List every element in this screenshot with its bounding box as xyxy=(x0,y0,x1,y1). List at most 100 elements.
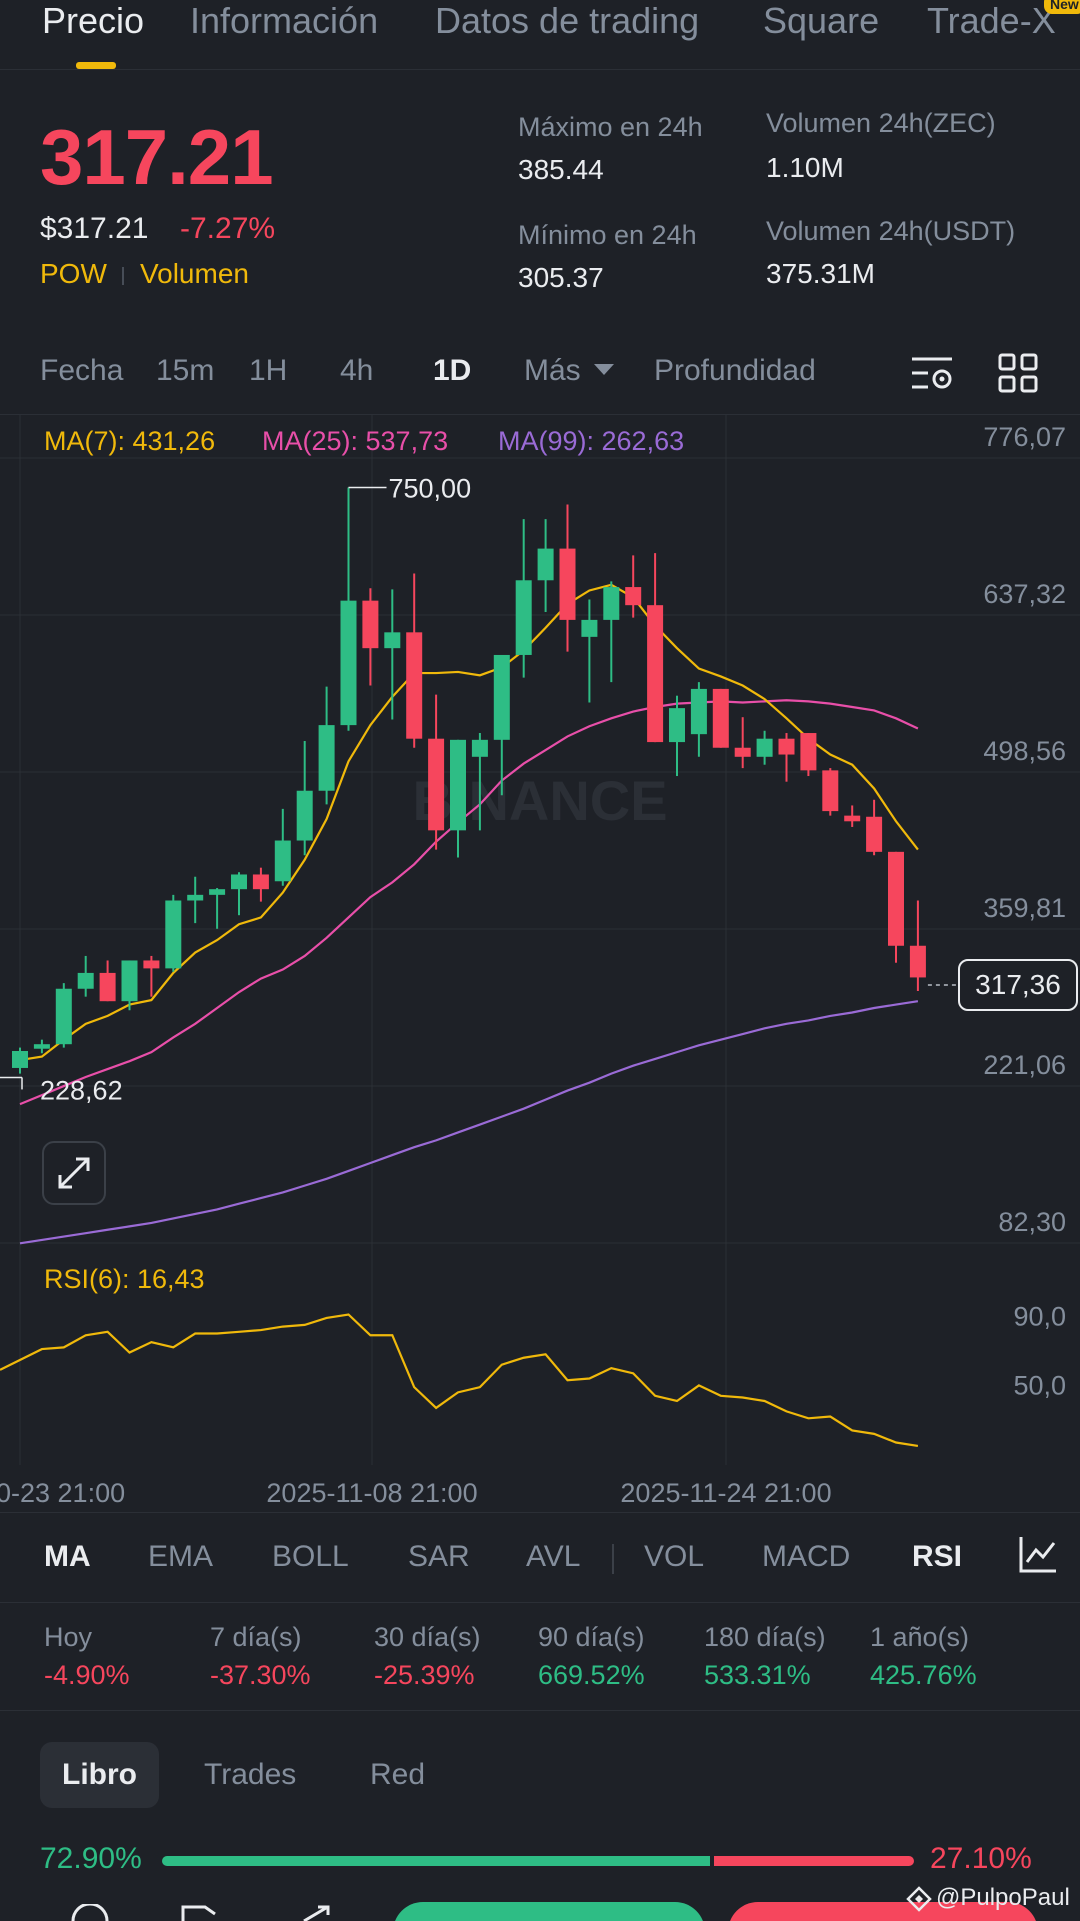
indicator-settings-icon[interactable] xyxy=(1018,1534,1058,1574)
indicator-ma[interactable]: MA xyxy=(44,1540,91,1573)
vol-quote-label: Volumen 24h(USDT) xyxy=(766,216,1016,246)
candle-body xyxy=(603,587,620,620)
candle-body xyxy=(428,738,445,831)
tab-red[interactable]: Red xyxy=(370,1758,426,1791)
candle-body xyxy=(252,874,269,890)
min-price-marker: 228,62 xyxy=(40,1075,123,1105)
ma25-line xyxy=(19,699,919,1106)
perf-label-1y: 1 año(s) xyxy=(870,1622,970,1652)
indicator-separator xyxy=(612,1544,614,1574)
tab-libro[interactable]: Libro xyxy=(40,1742,159,1808)
x-axis-label: 2025-11-24 21:00 xyxy=(620,1478,831,1508)
interval-fecha[interactable]: Fecha xyxy=(40,354,124,387)
indicator-avl[interactable]: AVL xyxy=(526,1540,581,1573)
candle-body xyxy=(888,851,904,946)
candle-body xyxy=(493,654,510,740)
last-price-tag: 317,36 xyxy=(958,959,1078,1011)
indicator-rsi[interactable]: RSI xyxy=(912,1540,963,1573)
x-axis-label: 0-23 21:00 xyxy=(0,1478,125,1508)
candle-body xyxy=(844,815,861,822)
low-24h-value: 305.37 xyxy=(518,262,604,293)
tab-informacion[interactable]: Información xyxy=(190,0,379,41)
candle-body xyxy=(647,605,664,743)
candle-body xyxy=(143,960,160,969)
candle-body xyxy=(362,600,379,649)
interval-1h[interactable]: 1H xyxy=(249,354,288,387)
tab-trade-x[interactable]: Trade-X xyxy=(927,0,1056,41)
y-axis-label: 637,32 xyxy=(983,579,1066,609)
candle-body xyxy=(121,960,138,1002)
indicator-sar[interactable]: SAR xyxy=(408,1540,470,1573)
indicator-macd[interactable]: MACD xyxy=(762,1540,851,1573)
tab-datos-trading[interactable]: Datos de trading xyxy=(435,0,700,41)
candle-body xyxy=(296,790,313,841)
tag-pow[interactable]: POW xyxy=(40,258,107,289)
divider xyxy=(0,414,1080,415)
expand-chart-button[interactable] xyxy=(42,1141,106,1205)
tab-precio[interactable]: Precio xyxy=(42,0,145,41)
binance-logo-icon xyxy=(906,1886,932,1912)
top-tab-bar: Precio Información Datos de trading Squa… xyxy=(0,0,1080,70)
y-axis-label: 359,81 xyxy=(983,893,1066,923)
high-24h-value: 385.44 xyxy=(518,154,604,185)
candle-body xyxy=(318,725,335,791)
perf-value-1y: 425.76% xyxy=(870,1660,977,1690)
indicator-vol[interactable]: VOL xyxy=(644,1540,705,1573)
expand-icon xyxy=(58,1157,90,1189)
divider xyxy=(0,1602,1080,1603)
active-tab-indicator xyxy=(76,62,116,69)
trade-icon[interactable] xyxy=(180,1904,230,1921)
tab-trades[interactable]: Trades xyxy=(204,1758,297,1791)
candle-body xyxy=(866,816,883,852)
ma7-line xyxy=(19,583,919,1062)
share-icon[interactable] xyxy=(296,1904,336,1921)
candle-body xyxy=(77,972,94,989)
tag-volumen[interactable]: Volumen xyxy=(140,258,249,289)
markets-icon[interactable] xyxy=(70,1904,110,1921)
caret-down-icon xyxy=(594,364,614,375)
perf-label-7d: 7 día(s) xyxy=(210,1622,302,1652)
perf-value-today: -4.90% xyxy=(44,1660,130,1690)
indicator-boll[interactable]: BOLL xyxy=(272,1540,349,1573)
perf-value-180d: 533.31% xyxy=(704,1660,811,1690)
ma7-legend: MA(7): 431,26 xyxy=(44,426,216,456)
x-axis-label: 2025-11-08 21:00 xyxy=(266,1478,477,1508)
candle-body xyxy=(712,688,729,748)
y-axis-label: 498,56 xyxy=(983,736,1066,766)
y-axis-label: 776,07 xyxy=(983,422,1066,452)
ma99-legend: MA(99): 262,63 xyxy=(498,426,685,456)
sell-ratio-bar xyxy=(714,1856,914,1866)
candle-body xyxy=(515,580,532,655)
interval-4h[interactable]: 4h xyxy=(340,354,374,387)
sell-button[interactable] xyxy=(728,1902,1038,1921)
sell-ratio: 27.10% xyxy=(930,1842,1032,1875)
interval-1d[interactable]: 1D xyxy=(433,354,472,387)
tab-square[interactable]: Square xyxy=(763,0,880,41)
candle-body xyxy=(450,739,466,831)
candle-body xyxy=(690,688,707,735)
candle-body xyxy=(559,548,576,620)
candle-body xyxy=(274,840,291,882)
chart-settings-icon[interactable] xyxy=(910,353,954,393)
candle-body xyxy=(756,738,773,757)
grid-layout-icon[interactable] xyxy=(998,353,1038,393)
interval-15m[interactable]: 15m xyxy=(156,354,215,387)
perf-label-30d: 30 día(s) xyxy=(374,1622,481,1652)
interval-mas[interactable]: Más xyxy=(524,354,581,387)
high-24h-label: Máximo en 24h xyxy=(518,112,703,142)
candle-body xyxy=(209,889,226,895)
buy-button[interactable] xyxy=(393,1902,705,1921)
ma99-line xyxy=(19,1000,919,1245)
vol-base-value: 1.10M xyxy=(766,152,844,183)
buy-ratio: 72.90% xyxy=(40,1842,142,1875)
perf-value-30d: -25.39% xyxy=(374,1660,475,1690)
new-badge: New xyxy=(1044,0,1080,14)
interval-profundidad[interactable]: Profundidad xyxy=(654,354,816,387)
divider xyxy=(0,1512,1080,1513)
indicator-ema[interactable]: EMA xyxy=(148,1540,214,1573)
candle-body xyxy=(669,708,685,743)
divider xyxy=(0,1710,1080,1711)
candle-body xyxy=(581,619,598,637)
candle-body xyxy=(231,874,247,890)
